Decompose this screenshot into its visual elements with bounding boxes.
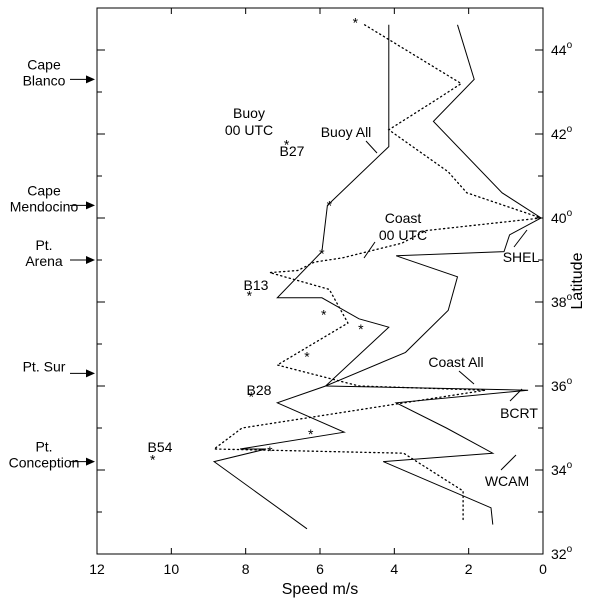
leader-shel xyxy=(513,229,528,248)
asterisk-marker: * xyxy=(358,321,364,337)
degree-mark: o xyxy=(567,124,573,135)
degree-mark: o xyxy=(567,208,573,219)
y-tick-label: 44o xyxy=(551,40,573,58)
annotation-buoyall: Buoy All xyxy=(321,124,372,140)
landmark-label: Cape xyxy=(27,182,61,198)
degree-mark: o xyxy=(567,544,573,555)
landmark-label: Arena xyxy=(25,253,63,269)
asterisk-marker: * xyxy=(353,15,359,31)
annotation-b54: B54 xyxy=(148,439,173,455)
leader-buoy-all xyxy=(365,140,378,154)
degree-mark: o xyxy=(567,40,573,51)
leader-coast-00utc xyxy=(363,241,376,259)
annotation-wcam: WCAM xyxy=(485,473,529,489)
annotation-coast00: 00 UTC xyxy=(379,227,427,243)
asterisk-marker: * xyxy=(150,451,156,467)
y-axis-title: Latitude xyxy=(569,252,586,309)
annotation-b27: B27 xyxy=(280,143,305,159)
annotation-buoy00: Buoy xyxy=(233,105,265,121)
plot-frame xyxy=(96,7,544,555)
degree-mark: o xyxy=(567,460,573,471)
annotation-b13: B13 xyxy=(244,277,269,293)
asterisk-marker: * xyxy=(284,136,290,152)
asterisk-marker: * xyxy=(247,288,253,304)
degree-mark: o xyxy=(567,292,573,303)
landmark-label: Pt. xyxy=(35,439,52,455)
landmark-label: Blanco xyxy=(23,72,66,88)
landmark-label: Conception xyxy=(9,455,80,471)
degree-mark: o xyxy=(567,376,573,387)
annotation-bcrt: BCRT xyxy=(500,405,538,421)
x-tick-label: 6 xyxy=(316,561,324,577)
x-tick-label: 4 xyxy=(390,561,398,577)
leader-wcam xyxy=(500,454,517,471)
x-tick-label: 0 xyxy=(539,561,547,577)
leader-coast-all xyxy=(458,370,475,385)
landmark-arrow-head xyxy=(86,201,95,210)
landmark-arrow-head xyxy=(86,75,95,84)
annotation-buoy00: 00 UTC xyxy=(225,122,273,138)
asterisk-marker: * xyxy=(304,349,310,365)
series-line-coast-all xyxy=(325,24,543,525)
y-tick-label: 36o xyxy=(551,376,573,394)
landmark-arrow-head xyxy=(86,256,95,264)
asterisk-marker: * xyxy=(249,388,255,404)
y-tick-label: 32o xyxy=(551,544,573,562)
landmark-label: Pt. xyxy=(35,237,52,253)
landmark-label: Pt. Sur xyxy=(23,358,66,374)
asterisk-marker: * xyxy=(267,443,273,459)
landmark-arrow-head xyxy=(86,369,95,378)
x-tick-label: 8 xyxy=(242,561,250,577)
series-line-coast-00-utc xyxy=(212,24,542,522)
asterisk-marker: * xyxy=(319,246,325,262)
y-tick-label: 40o xyxy=(551,208,573,226)
landmark-arrow-head xyxy=(86,457,95,466)
series-line-buoy-all xyxy=(212,24,390,530)
annotation-b28: B28 xyxy=(247,382,272,398)
annotation-shel: SHEL xyxy=(503,249,540,265)
annotation-coastall: Coast All xyxy=(428,354,483,370)
asterisk-marker: * xyxy=(321,307,327,323)
landmark-label: Cape xyxy=(27,56,61,72)
asterisk-marker: * xyxy=(308,426,314,442)
y-tick-label: 34o xyxy=(551,460,573,478)
series-lines xyxy=(212,24,543,530)
asterisk-marker: * xyxy=(327,197,333,213)
annotation-coast00: Coast xyxy=(385,210,422,226)
x-axis-title: Speed m/s xyxy=(282,581,358,598)
leader-bcrt xyxy=(509,388,523,402)
x-tick-label: 2 xyxy=(465,561,473,577)
x-tick-label: 12 xyxy=(89,561,105,577)
data-markers: * * * * * * * * * * * * xyxy=(150,15,364,468)
x-tick-label: 10 xyxy=(164,561,180,577)
y-tick-label: 42o xyxy=(551,124,573,142)
landmark-label: Mendocino xyxy=(10,198,79,214)
